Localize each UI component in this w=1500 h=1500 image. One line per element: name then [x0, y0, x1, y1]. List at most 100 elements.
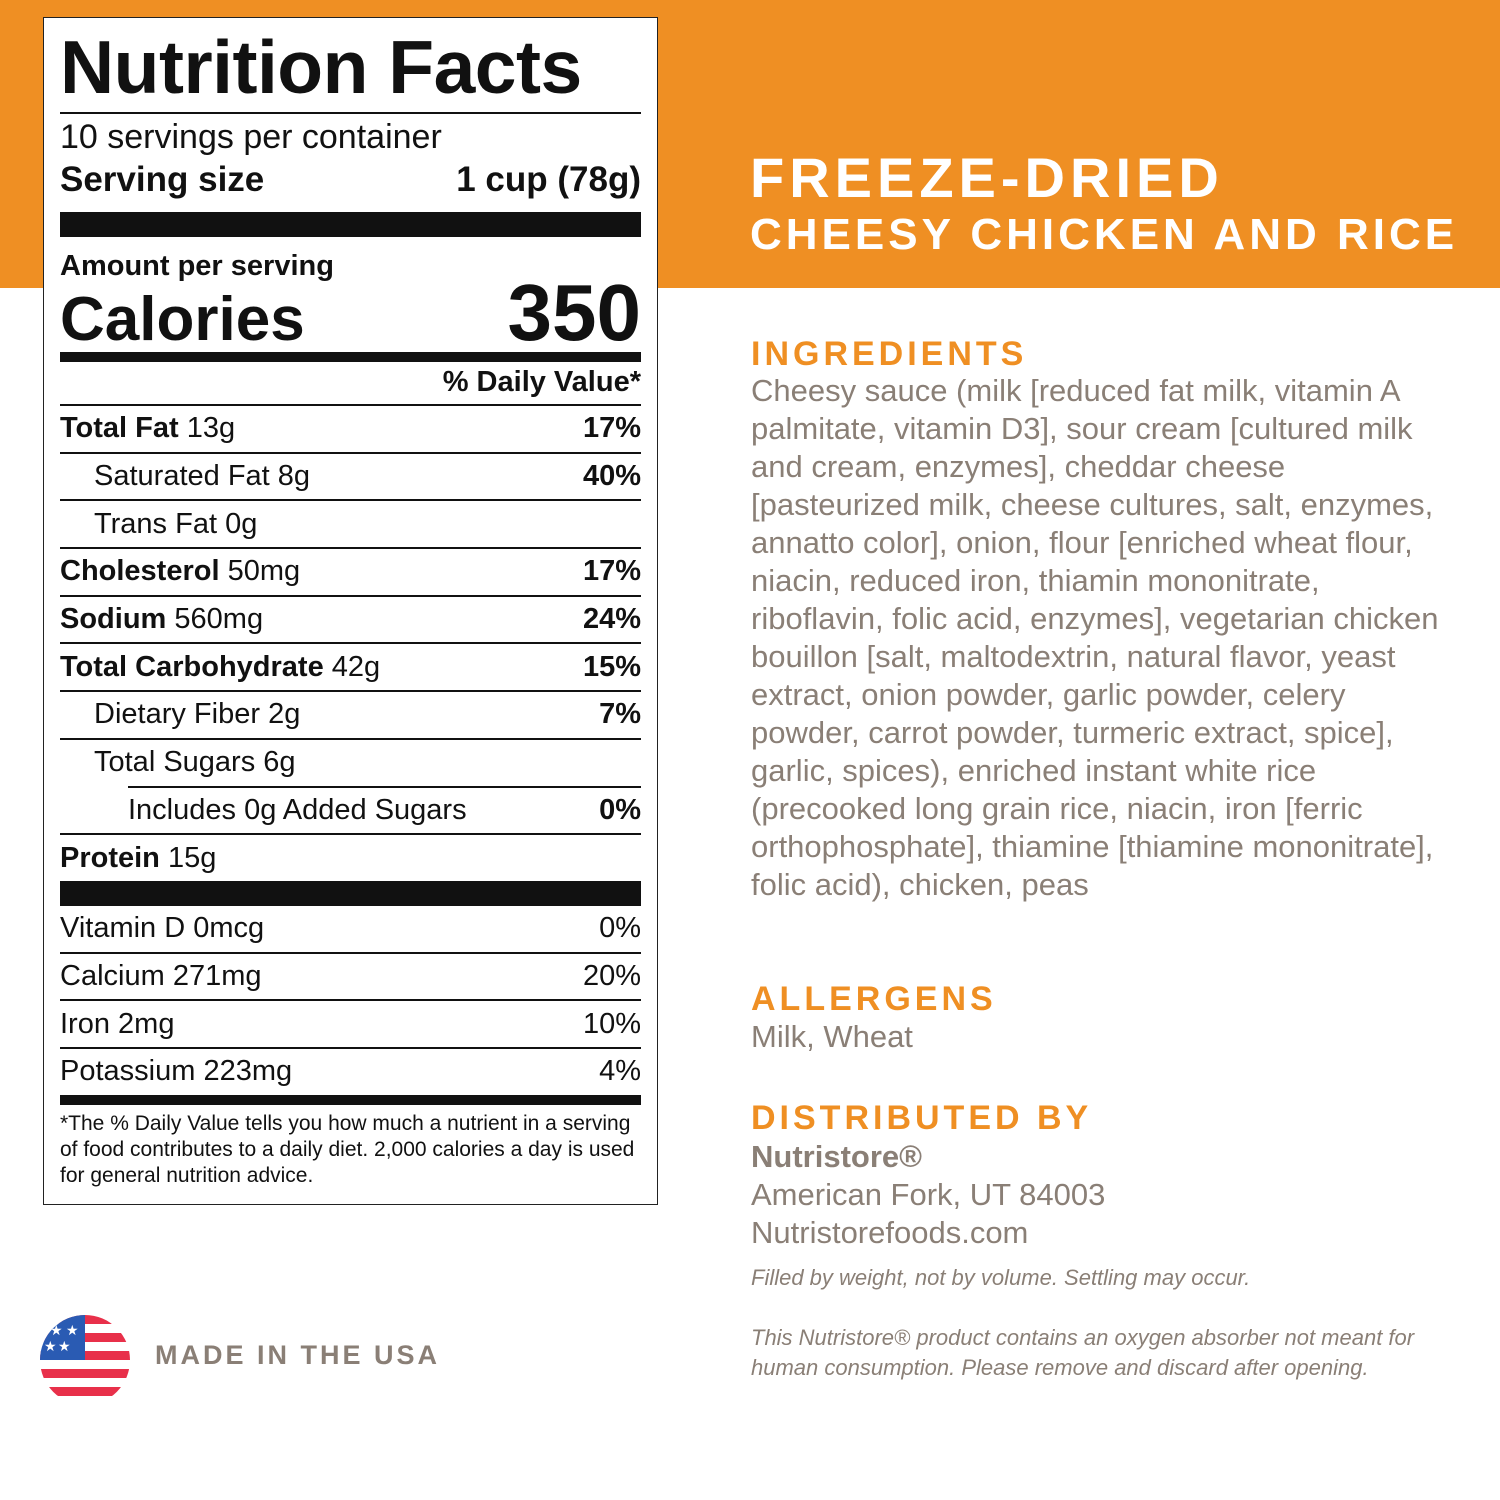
nutrient-amount: 8g: [277, 460, 311, 493]
svg-text:★: ★: [44, 1339, 57, 1355]
serving-size: 1 cup (78g): [456, 160, 641, 199]
allergens-title: ALLERGENS: [751, 980, 997, 1018]
thick-rule: [60, 212, 641, 237]
nutrient-dv: 40%: [582, 460, 641, 493]
calories-label: Calories: [60, 285, 305, 354]
ingredients-title: INGREDIENTS: [751, 335, 1028, 373]
svg-text:★: ★: [58, 1339, 71, 1355]
calories: 350: [507, 268, 641, 357]
vitamin-amount: 271mg: [172, 959, 262, 992]
nutrient-amount: 50mg: [227, 555, 301, 588]
vitamin-dv: 20%: [582, 959, 641, 992]
distributor-name: Nutristore®: [751, 1139, 922, 1174]
product-type: FREEZE-DRIED: [750, 146, 1224, 209]
nutrient-amount: 560mg: [174, 603, 264, 636]
nutrient-dv: 24%: [582, 603, 641, 636]
thick-rule: [60, 880, 641, 906]
note: Filled by weight, not by volume. Settlin…: [751, 1265, 1251, 1290]
svg-text:★: ★: [50, 1323, 63, 1339]
vitamin-dv: 10%: [582, 1007, 641, 1040]
nutrient-row: Cholesterol 50mg 17%: [60, 547, 641, 595]
vitamin-row: Potassium 223mg 4%: [60, 1046, 641, 1095]
vitamin-label: Vitamin D 0mcg: [60, 912, 264, 945]
distributor-address: American Fork, UT 84003: [751, 1177, 1106, 1212]
nutrition-facts: Nutrition Facts 10 servings per containe…: [43, 17, 658, 1205]
nutrient-name: Protein: [60, 841, 160, 874]
nutrient-label: Trans Fat 0g: [60, 508, 257, 541]
vitamin-amount: 2mg: [118, 1007, 175, 1040]
vitamin-row: Calcium 271mg 20%: [60, 951, 641, 1000]
thick-rule: [60, 352, 641, 362]
distributor-title: DISTRIBUTED BY: [751, 1099, 1093, 1137]
nutrient-dv: 0%: [599, 793, 641, 826]
nutrient-row: Trans Fat 0g: [60, 499, 641, 547]
nutrient-label: Total Fat 13g: [60, 412, 235, 445]
nutrient-dv: 17%: [582, 412, 641, 445]
vitamin-name: Calcium: [60, 959, 165, 992]
nutrient-row: Total Fat 13g 17%: [60, 404, 641, 452]
nutrient-amount: 42g: [331, 650, 381, 683]
allergens-text: Milk, Wheat: [751, 1019, 913, 1054]
nutrient-name: Sodium: [60, 603, 167, 636]
nutrient-label: Dietary Fiber 2g: [60, 698, 300, 731]
nutrient-name: Cholesterol: [60, 555, 220, 588]
vitamin-name: Potassium: [60, 1055, 196, 1088]
nutrient-amount: 15g: [167, 841, 217, 874]
footnote: *The % Daily Value tells you how much a …: [60, 1111, 635, 1187]
nutrition-title: Nutrition Facts: [60, 25, 582, 109]
nutrient-row: Dietary Fiber 2g 7%: [60, 690, 641, 738]
nutrient-label: Cholesterol 50mg: [60, 555, 300, 588]
nutrient-name: Saturated Fat: [94, 460, 270, 493]
nutrient-label: Total Sugars 6g: [60, 746, 296, 779]
vitamin-name: Vitamin D: [60, 912, 186, 945]
nutrient-row: Total Sugars 6g: [60, 737, 641, 786]
vitamin-label: Calcium 271mg: [60, 960, 261, 993]
servings: 10 servings per container: [60, 118, 442, 156]
vitamin-amount: 0mcg: [193, 912, 265, 945]
distributor-website: Nutristorefoods.com: [751, 1215, 1029, 1250]
ingredients-text: Cheesy sauce (milk [reduced fat milk, vi…: [751, 373, 1439, 902]
thick-rule: [60, 1094, 641, 1105]
nutrient-name: Total Sugars: [94, 746, 256, 779]
nutrient-row: Saturated Fat 8g 40%: [60, 451, 641, 500]
nutrient-row: Total Carbohydrate 42g 15%: [60, 642, 641, 690]
usa-flag-icon: ★ ★★★: [40, 1315, 130, 1405]
nutrient-name: Total Fat: [60, 412, 179, 445]
calories-row: Calories 350: [60, 273, 641, 355]
nutrient-label: Total Carbohydrate 42g: [60, 651, 380, 684]
made-in: MADE IN THE USA: [155, 1340, 441, 1370]
product-name: CHEESY CHICKEN AND RICE: [750, 210, 1459, 259]
amount-per-serving: Amount per serving: [60, 250, 334, 282]
vitamin-dv: 4%: [599, 1055, 641, 1088]
daily-value-header: % Daily Value*: [442, 366, 641, 398]
rule: [60, 112, 641, 114]
nutrient-amount: 0g: [225, 507, 258, 540]
nutrient-name: Includes 0g Added Sugars: [128, 793, 467, 826]
nutrient-row: Sodium 560mg 24%: [60, 594, 641, 643]
nutrient-row: Includes 0g Added Sugars 0%: [128, 785, 641, 834]
nutrient-label: Sodium 560mg: [60, 603, 263, 636]
nutrient-name: Trans Fat: [94, 507, 218, 540]
nutrient-dv: 7%: [599, 698, 641, 731]
nutrient-dv: 15%: [582, 650, 641, 683]
serving-size-label: Serving size: [60, 160, 265, 199]
nutrient-dv: 17%: [582, 555, 641, 588]
nutrient-amount: 2g: [268, 698, 301, 731]
vitamin-label: Iron 2mg: [60, 1008, 174, 1041]
nutrient-amount: 13g: [186, 412, 236, 445]
nutrient-name: Total Carbohydrate: [60, 650, 324, 683]
nutrient-label: Saturated Fat 8g: [60, 460, 310, 493]
vitamin-row: Vitamin D 0mcg 0%: [60, 906, 641, 952]
vitamin-label: Potassium 223mg: [60, 1055, 292, 1088]
nutrient-amount: 6g: [263, 746, 296, 779]
note: This Nutristore® product contains an oxy…: [751, 1325, 1415, 1380]
vitamin-name: Iron: [60, 1007, 110, 1040]
nutrient-name: Dietary Fiber: [94, 698, 260, 731]
nutrient-row: Protein 15g: [60, 833, 641, 881]
svg-text:★: ★: [66, 1323, 79, 1339]
nutrient-label: Protein 15g: [60, 842, 216, 875]
vitamin-dv: 0%: [599, 912, 641, 945]
serving-size-row: Serving size 1 cup (78g): [60, 160, 641, 200]
vitamin-row: Iron 2mg 10%: [60, 999, 641, 1047]
